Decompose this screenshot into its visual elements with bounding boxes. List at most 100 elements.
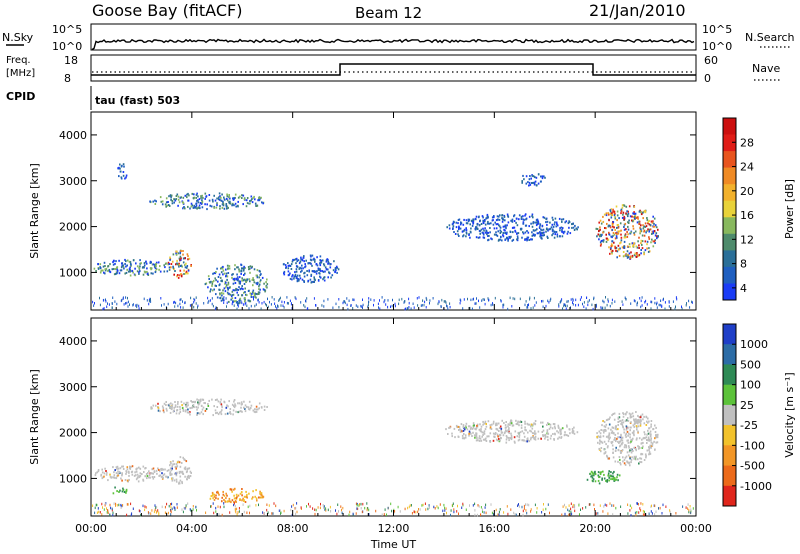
nave-tick-top: 60 (704, 54, 718, 67)
velocity-colorbar-tick-label: -500 (740, 460, 765, 473)
velocity-echo-patch (209, 487, 265, 504)
power-near-range-noise (92, 296, 693, 311)
power-colorbar-cell (723, 283, 736, 301)
velocity-colorbar-tick-label: 100 (740, 379, 761, 392)
power-echo-patch (93, 258, 171, 277)
nsky-trace (91, 38, 695, 51)
power-echo-patch (595, 204, 659, 260)
velocity-ytick-label: 1000 (59, 472, 87, 485)
velocity-colorbar-tick-label: 1000 (740, 338, 768, 351)
velocity-colorbar-cell (723, 425, 736, 446)
power-colorbar-cell (723, 233, 736, 251)
power-ytick-label: 2000 (59, 221, 87, 234)
nave-tick-bottom: 0 (704, 72, 711, 85)
velocity-colorbar-tick-label: -25 (740, 419, 758, 432)
nsearch-tick-top: 10^5 (702, 23, 732, 36)
velocity-xtick-label: 04:00 (176, 522, 208, 535)
power-ytick-label: 3000 (59, 175, 87, 188)
cpid-label: CPID (6, 90, 35, 103)
velocity-plot-frame (90, 317, 697, 517)
power-colorbar-tick-label: 16 (740, 209, 754, 222)
power-colorbar-cell (723, 134, 736, 152)
beam-title: Beam 12 (355, 4, 422, 22)
power-echo-patch (282, 254, 340, 284)
velocity-colorbar-cell (723, 485, 736, 507)
power-colorbar-frame (722, 117, 737, 301)
nsky-panel (90, 23, 697, 51)
velocity-xtick-label: 00:00 (680, 522, 712, 535)
velocity-near-range-noise (92, 502, 694, 517)
velocity-colorbar-tick-label: 500 (740, 358, 761, 371)
velocity-ytick-label: 2000 (59, 427, 87, 440)
nsky-tick-bottom: 10^0 (52, 40, 82, 53)
velocity-panel: 4000 3000 2000 1000 Slant Range [km] 00:00 04:… (28, 317, 712, 551)
nsky-label: N.Sky (2, 31, 34, 44)
velocity-colorbar-cell (723, 465, 736, 487)
nsky-tick-top: 10^5 (52, 23, 82, 36)
freq-unit-label: [MHz] (6, 68, 35, 79)
power-plot-frame (90, 111, 697, 311)
velocity-echo-patch (445, 419, 579, 444)
freq-trace (91, 63, 696, 76)
power-ytick-label: 1000 (59, 266, 87, 279)
power-colorbar-cell (723, 184, 736, 202)
power-panel: 4000 3000 2000 1000 Slant Range [km] (28, 111, 697, 311)
nave-label: Nave (752, 62, 780, 75)
freq-panel (90, 54, 697, 82)
power-colorbar-tick-label: 28 (740, 136, 754, 149)
freq-tick-top: 18 (64, 54, 78, 67)
nsearch-tick-bottom: 10^0 (702, 40, 732, 53)
power-colorbar-tick-label: 4 (740, 282, 747, 295)
velocity-colorbar-cell (723, 384, 736, 406)
power-colorbar-tick-label: 12 (740, 233, 754, 246)
power-ylabel: Slant Range [km] (28, 163, 41, 259)
velocity-colorbar-label: Velocity [m s⁻¹] (783, 372, 796, 457)
velocity-colorbar-cell (723, 364, 736, 386)
power-colorbar-cell (723, 266, 736, 284)
power-colorbar-cell (723, 151, 736, 169)
velocity-colorbar-cell (723, 344, 736, 365)
velocity-ylabel: Slant Range [km] (28, 369, 41, 465)
velocity-colorbar: 1000 500 100 25 -25 -100 -500 -1000 Velocity [m … (722, 323, 796, 507)
velocity-echo-patch (150, 398, 268, 417)
nsearch-label: N.Search (745, 31, 795, 44)
velocity-colorbar-frame (722, 323, 737, 507)
power-colorbar-tick-label: 24 (740, 161, 754, 174)
velocity-colorbar-tick-label: -100 (740, 439, 765, 452)
velocity-ytick-label: 4000 (59, 335, 87, 348)
power-echo-patch (167, 249, 192, 279)
velocity-ytick-label: 3000 (59, 381, 87, 394)
station-title: Goose Bay (fitACF) (92, 1, 242, 20)
power-echo-patch (521, 173, 546, 187)
velocity-colorbar-tick-label: -1000 (740, 480, 772, 493)
power-colorbar-tick-label: 20 (740, 185, 754, 198)
power-echo-patch (204, 263, 269, 305)
power-colorbar-tick-label: 8 (740, 258, 747, 271)
power-colorbar: 28 24 20 16 12 8 4 Power [dB] (722, 117, 796, 301)
power-colorbar-cell (723, 118, 736, 135)
velocity-xlabel: Time UT (370, 538, 416, 551)
freq-label: Freq. (6, 55, 31, 66)
power-echo-patch (446, 213, 579, 242)
velocity-xtick-label: 16:00 (478, 522, 510, 535)
date-title: 21/Jan/2010 (589, 1, 686, 20)
freq-tick-bottom: 8 (64, 72, 71, 85)
velocity-colorbar-cell (723, 324, 736, 345)
power-colorbar-cell (723, 200, 736, 218)
velocity-echo-patch (168, 456, 192, 485)
velocity-echo-patch (94, 465, 173, 483)
power-ytick-label: 4000 (59, 129, 87, 142)
velocity-echo-patch (596, 411, 659, 467)
velocity-colorbar-cell (723, 445, 736, 466)
power-colorbar-cell (723, 250, 736, 268)
power-colorbar-cell (723, 167, 736, 185)
cpid-text: tau (fast) 503 (95, 94, 180, 107)
power-echo-patch (149, 192, 265, 211)
velocity-xtick-label: 08:00 (277, 522, 309, 535)
velocity-xtick-label: 00:00 (75, 522, 107, 535)
velocity-colorbar-cell (723, 404, 736, 426)
velocity-xtick-label: 12:00 (378, 522, 410, 535)
velocity-echo-patch (586, 470, 621, 485)
power-colorbar-label: Power [dB] (783, 179, 796, 239)
